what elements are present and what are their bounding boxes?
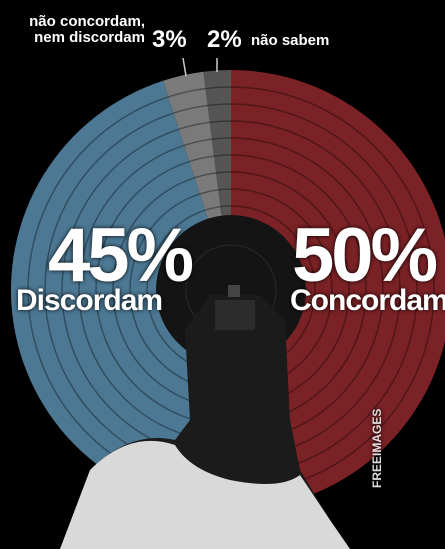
category-label: não concordam, nem discordam	[29, 14, 145, 46]
value-label: 45%	[48, 218, 191, 294]
value-label: 3%	[152, 26, 187, 54]
value-label: 50%	[292, 218, 435, 294]
category-label: Concordam	[290, 284, 445, 318]
infographic: 45% Discordam 50% Concordam não concorda…	[0, 0, 445, 549]
category-label: não sabem	[251, 33, 329, 49]
value-label: 2%	[207, 26, 242, 54]
category-label: Discordam	[16, 284, 162, 318]
leader-line	[183, 58, 186, 76]
credit: FREEIMAGES	[370, 409, 384, 488]
